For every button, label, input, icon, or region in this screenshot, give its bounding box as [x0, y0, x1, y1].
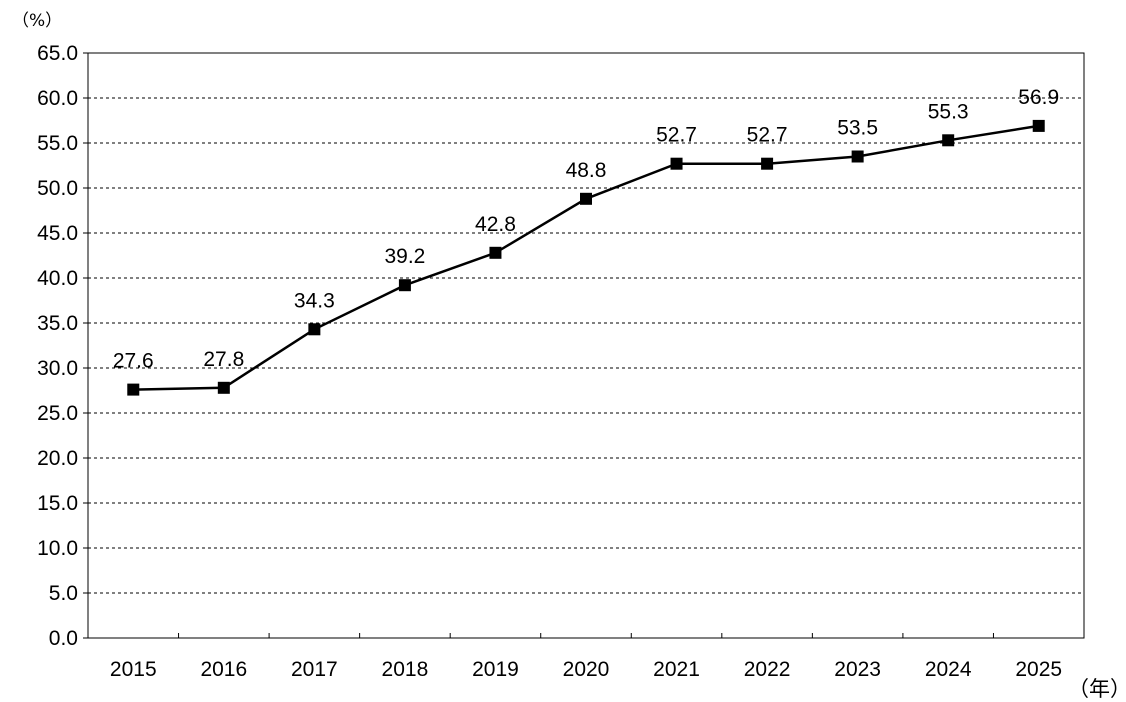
x-tick-label: 2016 — [200, 658, 247, 681]
x-axis-unit-label: （年） — [1068, 677, 1126, 701]
data-point-marker — [398, 279, 411, 292]
x-tick-label: 2020 — [563, 658, 610, 681]
x-tick-label: 2017 — [291, 658, 338, 681]
data-label: 34.3 — [294, 289, 335, 312]
x-tick-label: 2024 — [925, 658, 972, 681]
data-point-marker — [308, 323, 321, 336]
data-point-marker — [942, 134, 955, 147]
y-tick-label: 20.0 — [37, 447, 78, 470]
data-label: 55.3 — [928, 100, 969, 123]
y-axis-ticks: 0.0 5.0 10.0 15.0 20.0 25.0 30.0 35.0 40.0 45.0 50… — [37, 42, 88, 650]
x-tick-label: 2018 — [382, 658, 429, 681]
data-label: 56.9 — [1018, 86, 1059, 109]
x-tick-label: 2022 — [744, 658, 791, 681]
y-tick-label: 50.0 — [37, 177, 78, 200]
data-label: 52.7 — [747, 124, 788, 147]
y-tick-label: 55.0 — [37, 132, 78, 155]
x-tick-label: 2025 — [1015, 658, 1062, 681]
data-point-marker — [580, 192, 592, 205]
x-tick-label: 2019 — [472, 658, 519, 681]
y-tick-label: 0.0 — [49, 627, 78, 650]
x-tick-label: 2023 — [834, 658, 881, 681]
data-label: 39.2 — [384, 245, 425, 268]
y-tick-label: 5.0 — [49, 582, 78, 605]
y-tick-label: 30.0 — [37, 357, 78, 380]
data-point-marker — [127, 383, 140, 396]
x-tick-label: 2021 — [653, 658, 700, 681]
grid-lines — [88, 97, 1084, 594]
data-label: 48.8 — [566, 159, 607, 182]
plot-area-frame — [87, 52, 1085, 639]
data-point-marker — [670, 157, 683, 170]
y-tick-label: 45.0 — [37, 222, 78, 245]
data-point-marker — [851, 150, 864, 163]
y-tick-label: 60.0 — [37, 87, 78, 110]
x-axis-ticks: 2015 2016 2017 2018 2019 2020 2021 2022 2023 2024… — [110, 633, 1062, 681]
data-label: 42.8 — [475, 213, 516, 236]
y-tick-label: 10.0 — [37, 537, 78, 560]
data-label: 27.6 — [113, 350, 154, 373]
y-tick-label: 35.0 — [37, 312, 78, 335]
y-tick-label: 25.0 — [37, 402, 78, 425]
data-label: 53.5 — [837, 117, 878, 140]
y-tick-label: 65.0 — [37, 42, 78, 65]
series-layer: 27.6 27.8 34.3 39.2 42.8 48.8 52.7 52.7 53.5 55.3… — [113, 86, 1059, 396]
data-point-marker — [1032, 119, 1045, 132]
y-tick-label: 40.0 — [37, 267, 78, 290]
data-label: 27.8 — [203, 348, 244, 371]
x-tick-label: 2015 — [110, 658, 157, 681]
y-axis-unit-label: （%） — [12, 11, 62, 31]
data-point-marker — [217, 381, 230, 394]
y-tick-label: 15.0 — [37, 492, 78, 515]
data-point-marker — [761, 157, 774, 170]
data-point-marker — [489, 246, 502, 259]
data-label: 52.7 — [656, 124, 697, 147]
